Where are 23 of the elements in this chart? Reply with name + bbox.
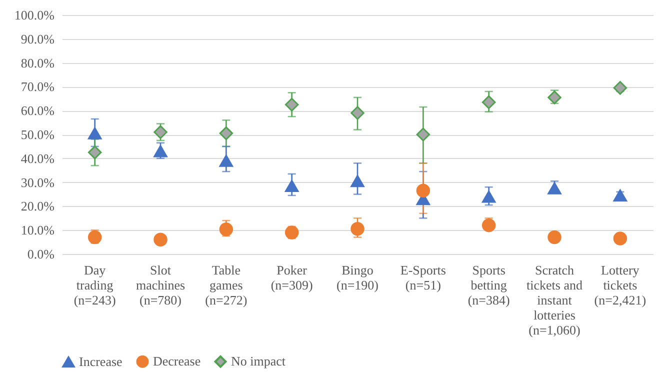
y-tick-label: 50.0%: [20, 127, 55, 142]
x-tick-label: Lottery tickets (n=2,421): [594, 262, 646, 308]
x-tick-label: E-Sports (n=51): [400, 262, 446, 292]
x-tick-label: Day trading (n=243): [74, 262, 116, 308]
y-tick-label: 70.0%: [20, 79, 55, 94]
y-tick-label: 30.0%: [20, 174, 55, 190]
y-tick-label: 60.0%: [20, 103, 55, 118]
y-tick-label: 0.0%: [27, 246, 55, 262]
y-tick-label: 80.0%: [20, 55, 55, 70]
x-tick-label: Scratch tickets and instant lotteries (n=1,060): [526, 262, 583, 338]
legend-label: Decrease: [153, 354, 201, 369]
x-tick-label: Table games (n=272): [205, 262, 248, 308]
x-tick-label: Bingo (n=190): [336, 262, 378, 292]
y-tick-label: 100.0%: [14, 8, 55, 22]
y-tick-label: 90.0%: [20, 31, 55, 46]
x-tick-label: Slot machines (n=780): [136, 262, 186, 308]
x-tick-label: Poker (n=309): [270, 262, 313, 292]
legend-label: No impact: [231, 354, 286, 369]
legend-label: Increase: [79, 354, 123, 369]
y-tick-label: 20.0%: [20, 198, 55, 214]
y-tick-label: 40.0%: [20, 150, 55, 166]
x-tick-label: Sports betting (n=384): [468, 262, 510, 308]
y-tick-label: 10.0%: [20, 222, 55, 238]
